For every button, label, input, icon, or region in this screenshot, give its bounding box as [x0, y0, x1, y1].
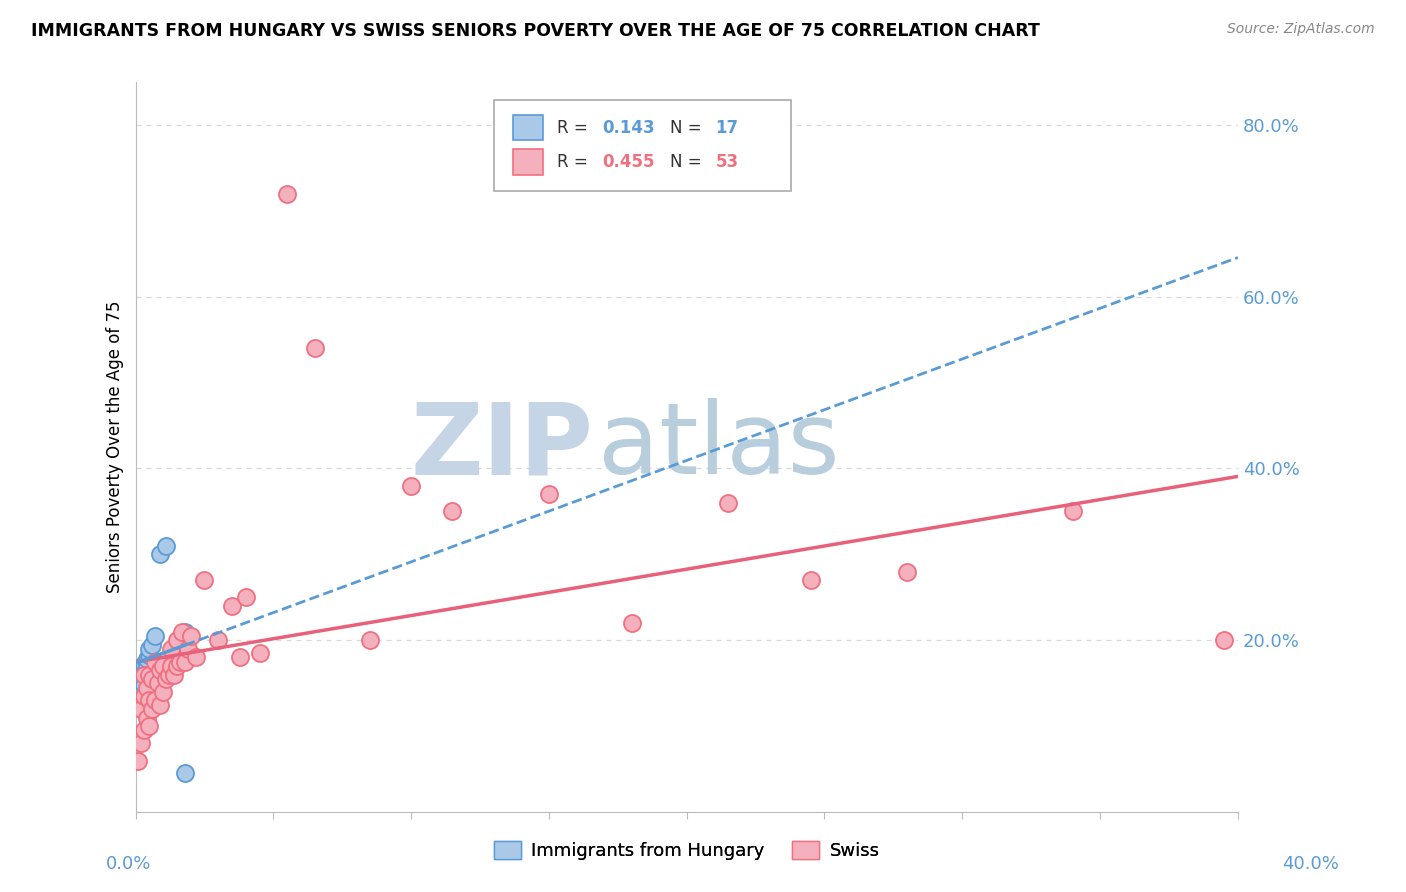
Point [132, 723, 155, 738]
Point [129, 672, 152, 686]
Point [132, 689, 155, 703]
Point [143, 655, 166, 669]
Point [166, 633, 188, 648]
Point [127, 693, 149, 707]
Point [141, 672, 163, 686]
Point [149, 698, 172, 712]
Point [129, 736, 152, 750]
Text: R =: R = [557, 153, 592, 171]
Text: 0.143: 0.143 [602, 119, 654, 136]
Point [177, 641, 200, 656]
Point [221, 599, 243, 613]
Point [896, 565, 918, 579]
Point [1213, 633, 1236, 648]
FancyBboxPatch shape [494, 100, 792, 192]
Point [157, 667, 180, 681]
Point [163, 667, 186, 681]
Point [138, 693, 160, 707]
Point [141, 638, 163, 652]
Point [207, 633, 229, 648]
Point [135, 652, 157, 666]
Point [174, 766, 197, 780]
Point [304, 341, 326, 355]
Point [229, 650, 252, 665]
Point [399, 478, 422, 492]
Point [620, 616, 643, 631]
Bar [513, 149, 543, 175]
Point [152, 659, 174, 673]
Point [138, 719, 160, 733]
Point [717, 496, 740, 510]
Point [152, 685, 174, 699]
Point [180, 629, 202, 643]
Text: ZIP: ZIP [411, 399, 593, 495]
Point [249, 646, 271, 660]
Text: R =: R = [557, 119, 592, 136]
Y-axis label: Seniors Poverty Over the Age of 75: Seniors Poverty Over the Age of 75 [107, 301, 124, 593]
Point [169, 655, 191, 669]
Point [132, 667, 155, 681]
Point [135, 681, 157, 695]
Point [537, 487, 560, 501]
Point [149, 547, 172, 561]
Point [172, 624, 194, 639]
Point [149, 663, 172, 677]
Text: N =: N = [671, 119, 707, 136]
Point [800, 573, 823, 587]
Point [143, 693, 166, 707]
Text: N =: N = [671, 153, 707, 171]
Text: 0.455: 0.455 [602, 153, 654, 171]
Legend: Immigrants from Hungary, Swiss: Immigrants from Hungary, Swiss [486, 833, 887, 867]
Point [441, 504, 464, 518]
Point [184, 650, 207, 665]
Text: 53: 53 [716, 153, 738, 171]
Point [138, 641, 160, 656]
Point [127, 689, 149, 703]
Point [127, 728, 149, 742]
Point [166, 659, 188, 673]
Point [155, 672, 177, 686]
Text: Source: ZipAtlas.com: Source: ZipAtlas.com [1227, 22, 1375, 37]
Point [174, 655, 197, 669]
Point [193, 573, 215, 587]
Text: atlas: atlas [599, 399, 841, 495]
Point [146, 676, 169, 690]
Point [235, 591, 257, 605]
Point [143, 629, 166, 643]
Point [127, 754, 149, 768]
Point [160, 659, 183, 673]
Point [135, 710, 157, 724]
Point [1062, 504, 1084, 518]
Point [276, 186, 298, 201]
Point [129, 681, 152, 695]
Point [138, 648, 160, 662]
Point [174, 624, 197, 639]
Point [155, 539, 177, 553]
Point [141, 702, 163, 716]
Point [138, 667, 160, 681]
Point [132, 657, 155, 672]
Point [135, 659, 157, 673]
Text: 0.0%: 0.0% [105, 855, 150, 872]
Text: IMMIGRANTS FROM HUNGARY VS SWISS SENIORS POVERTY OVER THE AGE OF 75 CORRELATION : IMMIGRANTS FROM HUNGARY VS SWISS SENIORS… [31, 22, 1040, 40]
Point [132, 665, 155, 679]
Point [359, 633, 381, 648]
Text: 17: 17 [716, 119, 738, 136]
Point [127, 667, 149, 681]
Point [129, 702, 152, 716]
Point [160, 641, 183, 656]
Bar [513, 115, 543, 140]
Text: 40.0%: 40.0% [1282, 855, 1339, 872]
Point [132, 678, 155, 692]
